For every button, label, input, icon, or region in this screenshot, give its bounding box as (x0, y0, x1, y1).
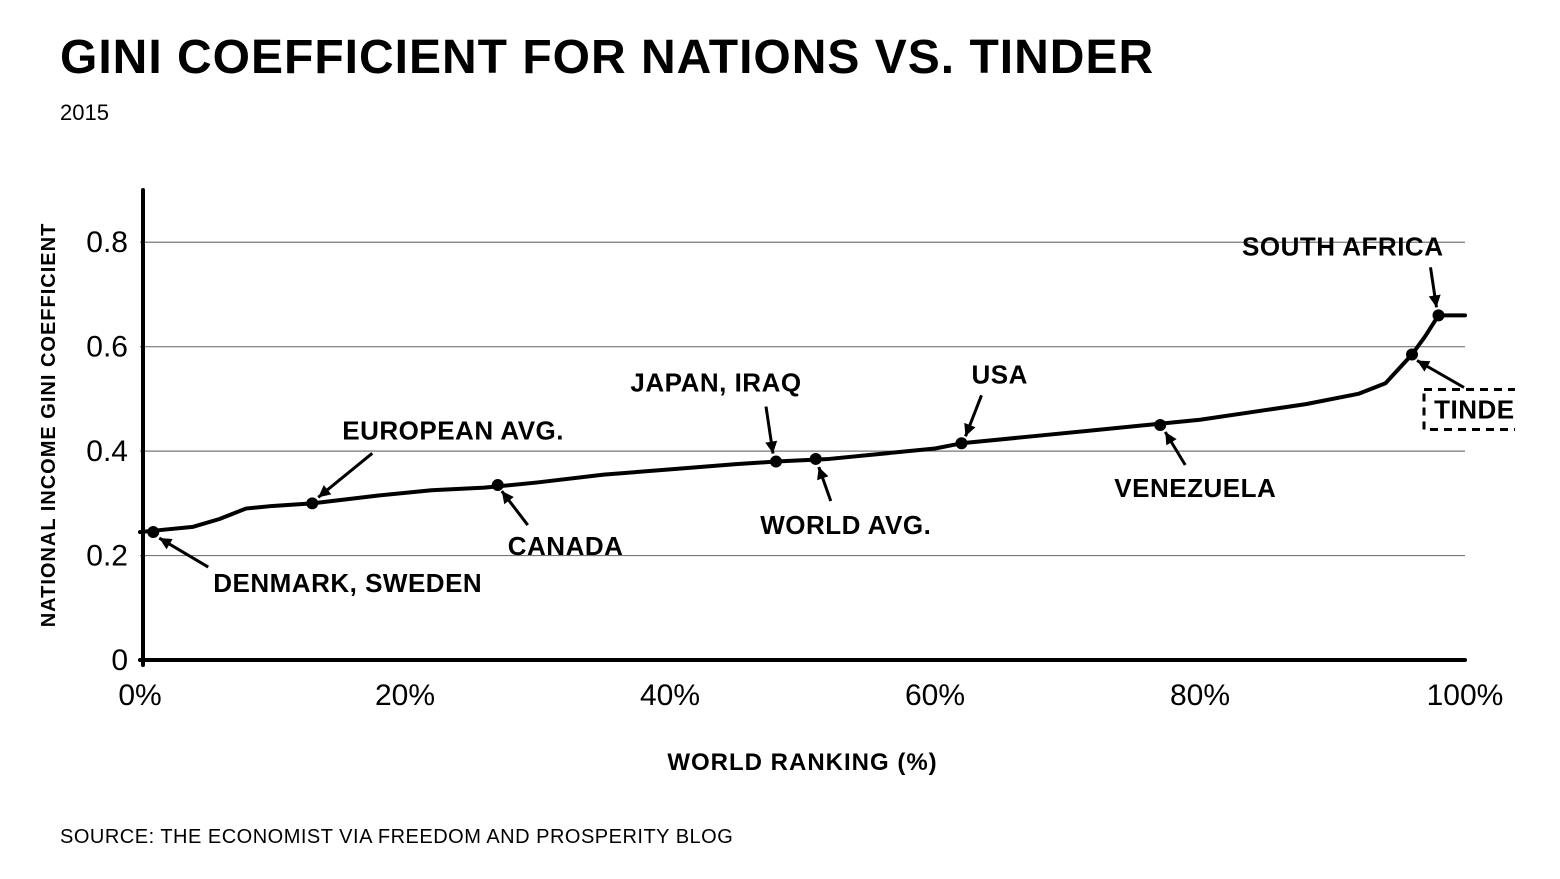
chart-svg: 0 0.2 0.4 0.6 0.8 0% 20% 40% 60% 80% 100% WORLD RAN… (35, 170, 1515, 790)
x-tick-label: 40% (640, 679, 700, 712)
chart-source: SOURCE: THE ECONOMIST VIA FREEDOM AND PR… (60, 826, 733, 849)
marker-dot (810, 453, 822, 465)
y-tick-label: 0.6 (86, 331, 128, 364)
y-tick-label: 0.8 (86, 226, 128, 259)
callout-venezuela: VENEZUELA (1114, 473, 1276, 503)
callout-canada: CANADA (508, 531, 624, 561)
marker-dot (1154, 419, 1166, 431)
x-axis-label: WORLD RANKING (%) (667, 749, 937, 776)
callout-japan-iraq: JAPAN, IRAQ (630, 368, 801, 398)
marker-dot (1406, 349, 1418, 361)
y-tick-label: 0 (111, 644, 128, 677)
x-tick-label: 20% (375, 679, 435, 712)
callout-south-africa: SOUTH AFRICA (1242, 231, 1443, 261)
marker-dot (770, 456, 782, 468)
marker-dot (492, 479, 504, 491)
page: GINI COEFFICIENT FOR NATIONS VS. TINDER … (0, 0, 1560, 879)
chart-area: 0 0.2 0.4 0.6 0.8 0% 20% 40% 60% 80% 100% WORLD RAN… (35, 170, 1515, 790)
callout-usa: USA (972, 359, 1028, 389)
chart-subtitle: 2015 (60, 100, 109, 126)
chart-title: GINI COEFFICIENT FOR NATIONS VS. TINDER (60, 30, 1154, 85)
x-tick-label: 100% (1427, 679, 1504, 712)
y-axis-label: NATIONAL INCOME GINI COEFFICIENT (38, 223, 60, 628)
x-tick-label: 0% (118, 679, 161, 712)
marker-dot (1433, 309, 1445, 321)
callout-denmark-sweden: DENMARK, SWEDEN (213, 568, 482, 598)
x-tick-label: 80% (1170, 679, 1230, 712)
callout-tinder: TINDER (1434, 395, 1515, 425)
marker-dot (956, 437, 968, 449)
marker-dot (147, 526, 159, 538)
y-tick-label: 0.2 (86, 540, 128, 573)
x-tick-label: 60% (905, 679, 965, 712)
callout-european-avg: EUROPEAN AVG. (342, 415, 564, 445)
y-tick-label: 0.4 (86, 435, 128, 468)
marker-dot (306, 497, 318, 509)
callout-world-avg: WORLD AVG. (760, 510, 931, 540)
